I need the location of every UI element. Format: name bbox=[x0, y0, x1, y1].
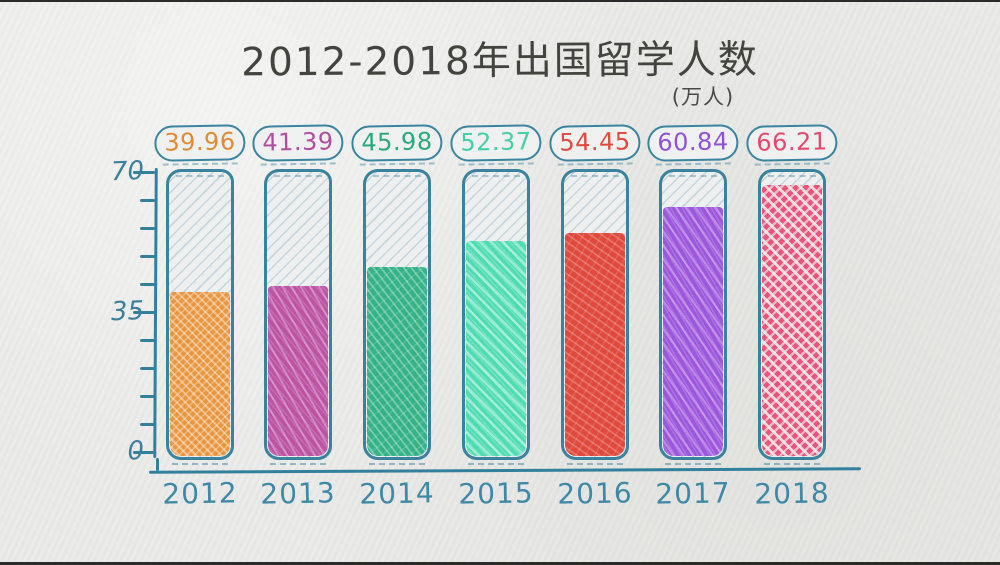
top-frame-edge bbox=[0, 0, 1000, 2]
x-tick-label: 2014 bbox=[359, 476, 435, 511]
value-label: 54.45 bbox=[559, 127, 631, 157]
bar-fill bbox=[367, 267, 427, 456]
y-tick-label-0: 0 bbox=[126, 436, 145, 467]
tube-under-sketch bbox=[567, 463, 623, 465]
value-badge: 39.96 bbox=[154, 124, 246, 162]
x-tick-label: 2016 bbox=[557, 476, 633, 511]
x-tick-label: 2015 bbox=[458, 476, 534, 511]
bar-fill bbox=[663, 206, 723, 456]
tube-under-sketch bbox=[270, 463, 326, 465]
bar-2012: 39.96 2012 bbox=[154, 124, 246, 511]
x-tick-label: 2012 bbox=[162, 476, 238, 511]
bottom-frame-edge bbox=[0, 562, 1000, 565]
bar-fill bbox=[565, 232, 625, 456]
tube-rim-sketch bbox=[768, 175, 816, 177]
unit-label: (万人) bbox=[671, 85, 735, 109]
tube-under-sketch bbox=[665, 463, 721, 465]
bar-fill bbox=[762, 184, 822, 456]
bar-2013: 41.39 2013 bbox=[252, 124, 344, 511]
value-label: 39.96 bbox=[164, 127, 236, 157]
tube-rim-sketch bbox=[669, 175, 717, 177]
bar-tube bbox=[758, 169, 826, 460]
tube-under-sketch bbox=[468, 463, 524, 465]
y-minor-tick bbox=[140, 366, 155, 370]
bar-fill bbox=[466, 241, 526, 456]
y-tick-label-70: 70 bbox=[110, 156, 145, 188]
x-tick-label: 2013 bbox=[260, 476, 336, 511]
value-badge: 60.84 bbox=[647, 124, 739, 162]
y-minor-tick bbox=[140, 282, 155, 286]
x-tick-label: 2017 bbox=[655, 476, 731, 511]
bar-2015: 52.37 2015 bbox=[450, 124, 542, 511]
y-minor-tick bbox=[140, 338, 155, 342]
value-badge: 54.45 bbox=[549, 124, 641, 162]
bar-tube bbox=[264, 169, 332, 460]
value-badge: 45.98 bbox=[351, 124, 443, 162]
y-major-tick bbox=[133, 450, 155, 454]
tube-under-sketch bbox=[369, 463, 425, 465]
tube-under-sketch bbox=[172, 463, 228, 465]
bar-fill bbox=[268, 286, 328, 456]
bar-2016: 54.45 2016 bbox=[549, 124, 641, 511]
value-label: 41.39 bbox=[262, 127, 334, 157]
value-label: 60.84 bbox=[657, 127, 729, 157]
value-badge: 66.21 bbox=[746, 124, 838, 162]
bar-2018: 66.21 2018 bbox=[746, 124, 838, 511]
bar-tube bbox=[166, 169, 234, 460]
y-major-tick bbox=[133, 170, 155, 174]
value-badge: 52.37 bbox=[450, 124, 542, 162]
y-minor-tick bbox=[140, 226, 155, 230]
bar-2017: 60.84 2017 bbox=[647, 124, 739, 511]
tube-rim-sketch bbox=[274, 175, 322, 177]
bar-tube bbox=[363, 169, 431, 460]
value-label: 66.21 bbox=[756, 127, 828, 157]
bar-fill bbox=[170, 292, 230, 456]
bar-tube bbox=[561, 169, 629, 460]
tube-rim-sketch bbox=[571, 175, 619, 177]
x-axis-left-hook bbox=[156, 458, 159, 471]
y-minor-tick bbox=[140, 198, 155, 202]
tube-rim-sketch bbox=[472, 175, 520, 177]
bar-2014: 45.98 2014 bbox=[351, 124, 443, 511]
y-major-tick bbox=[133, 310, 155, 314]
value-label: 52.37 bbox=[460, 127, 532, 157]
y-minor-tick bbox=[140, 394, 155, 398]
y-tick-label-35: 35 bbox=[110, 296, 145, 328]
tube-under-sketch bbox=[764, 463, 820, 465]
bar-tube bbox=[659, 169, 727, 460]
bar-tube bbox=[462, 169, 530, 460]
y-minor-tick bbox=[140, 254, 155, 258]
y-minor-tick bbox=[140, 422, 155, 426]
x-tick-label: 2018 bbox=[754, 476, 830, 511]
value-badge: 41.39 bbox=[252, 124, 344, 162]
tube-rim-sketch bbox=[373, 175, 421, 177]
tube-rim-sketch bbox=[176, 175, 224, 177]
chart-title: 2012-2018年出国留学人数 bbox=[241, 37, 759, 86]
value-label: 45.98 bbox=[361, 127, 433, 157]
